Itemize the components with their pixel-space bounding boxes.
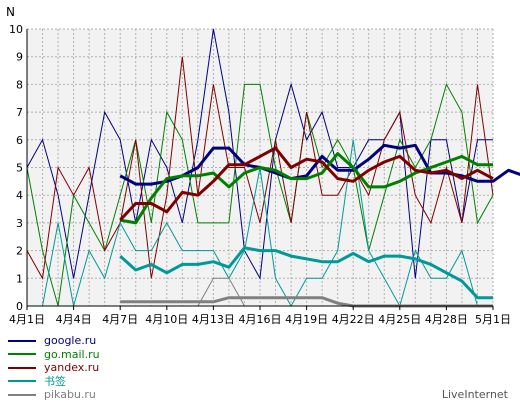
- legend-label: yandex.ru: [44, 361, 100, 375]
- x-tick-label: 4月16日: [239, 313, 282, 326]
- smooth-line-yandex-ru: [119, 146, 494, 222]
- y-axis-label: N: [6, 5, 15, 19]
- legend-swatch: [8, 380, 36, 383]
- credit-text: LiveInternet: [441, 388, 508, 401]
- smooth-line-go-mail-ru: [119, 152, 493, 225]
- legend-swatch: [8, 393, 36, 396]
- y-tick-label: 7: [16, 106, 23, 119]
- y-tick-label: 1: [16, 272, 23, 285]
- raw-line-yandex-ru: [26, 56, 494, 280]
- legend-item: yandex.ru: [8, 361, 100, 375]
- legend-swatch: [8, 339, 36, 342]
- y-tick-label: 4: [16, 189, 23, 202]
- legend: google.ru go.mail.ru yandex.ru 书签 pikabu.ru: [8, 334, 100, 402]
- x-tick-label: 4月4日: [56, 313, 92, 326]
- y-tick-label: 9: [16, 51, 23, 64]
- legend-label: pikabu.ru: [44, 388, 96, 402]
- y-tick-label: 8: [16, 78, 23, 91]
- x-tick-label: 4月1日: [9, 313, 45, 326]
- y-tick-label: 10: [9, 23, 23, 36]
- legend-item: 书签: [8, 375, 100, 389]
- legend-label: 书签: [44, 374, 66, 388]
- x-tick-label: 4月22日: [332, 313, 375, 326]
- x-tick-label: 4月19日: [285, 313, 328, 326]
- y-tick-labels: 0 1 2 3 4 5 6 7 8 9 10: [9, 23, 23, 313]
- x-tick-label: 5月1日: [475, 313, 511, 326]
- x-tick-label: 4月7日: [102, 313, 138, 326]
- y-tick-label: 6: [16, 134, 23, 147]
- y-tick-label: 5: [16, 162, 23, 175]
- x-tick-label: 4月28日: [425, 313, 468, 326]
- x-tick-label: 4月10日: [145, 313, 188, 326]
- legend-item: google.ru: [8, 334, 100, 348]
- legend-swatch: [8, 366, 36, 369]
- y-tick-label: 2: [16, 245, 23, 258]
- y-tick-label: 0: [16, 300, 23, 313]
- raw-line-google-ru: [26, 28, 493, 280]
- legend-item: pikabu.ru: [8, 388, 100, 402]
- x-tick-labels: 4月1日 4月4日 4月7日 4月10日 4月13日 4月16日 4月19日 4月22日 4月2…: [9, 306, 511, 326]
- x-tick-label: 4月13日: [192, 313, 235, 326]
- legend-label: go.mail.ru: [44, 347, 100, 361]
- legend-swatch: [8, 353, 36, 356]
- smoothed-series-lines: [119, 143, 520, 308]
- legend-item: go.mail.ru: [8, 348, 100, 362]
- legend-label: google.ru: [44, 334, 97, 348]
- x-tick-label: 4月25日: [378, 313, 421, 326]
- smooth-line--: [119, 246, 493, 300]
- y-tick-label: 3: [16, 217, 23, 230]
